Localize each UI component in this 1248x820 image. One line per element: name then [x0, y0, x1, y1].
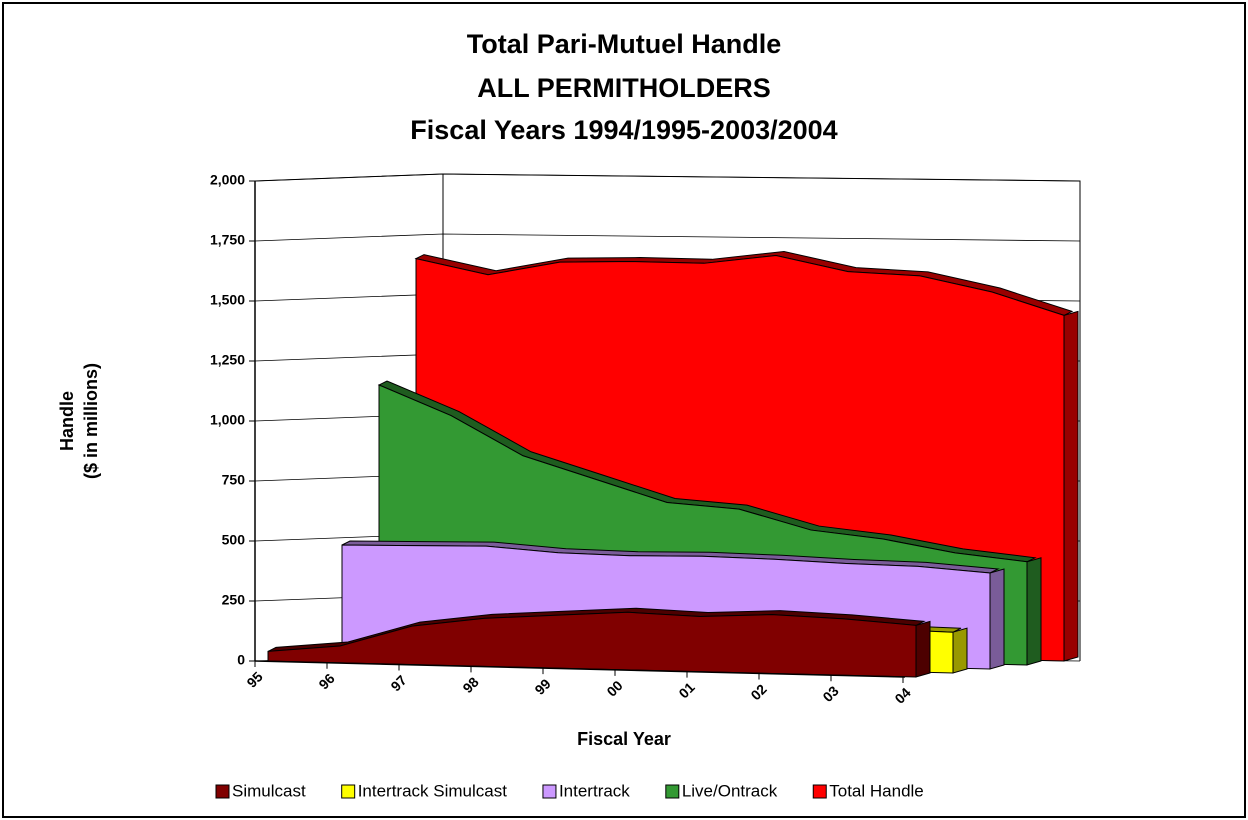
y-tick-label: 0	[237, 652, 245, 668]
chart-subtitle: Fiscal Years 1994/1995-2003/2004	[410, 115, 837, 145]
legend-swatch	[665, 784, 680, 799]
y-tick-label: 1,250	[210, 352, 245, 368]
area-side	[952, 627, 968, 674]
y-tick-label: 1,500	[210, 292, 245, 308]
y-tick-label: 1,000	[210, 412, 245, 428]
y-axis-label: Handle	[57, 391, 77, 451]
area	[267, 611, 917, 678]
y-tick-label: 250	[222, 592, 246, 608]
grid-line	[254, 233, 1081, 242]
x-axis-label: Fiscal Year	[577, 729, 671, 749]
legend-label: Simulcast	[232, 781, 306, 800]
legend-swatch	[341, 784, 356, 799]
legend-label: Intertrack Simulcast	[358, 781, 508, 800]
y-tick-label: 750	[222, 472, 246, 488]
area-side	[1063, 310, 1079, 662]
area-side	[915, 620, 931, 678]
x-axis	[254, 660, 906, 678]
grid-line	[254, 173, 1081, 182]
chart-title: Total Pari-Mutuel Handle	[467, 29, 782, 59]
area-side	[1026, 557, 1042, 666]
legend-label: Intertrack	[559, 781, 630, 800]
y-tick-label: 1,750	[210, 232, 245, 248]
chart-subtitle: ALL PERMITHOLDERS	[477, 73, 771, 103]
y-tick-label: 2,000	[210, 172, 245, 188]
y-axis-label: ($ in millions)	[81, 363, 101, 479]
area-side	[989, 568, 1005, 670]
legend-swatch	[542, 784, 557, 799]
y-tick-label: 500	[222, 532, 246, 548]
legend-swatch	[215, 784, 230, 799]
legend-label: Total Handle	[829, 781, 924, 800]
legend-swatch	[812, 784, 827, 799]
legend-label: Live/Ontrack	[682, 781, 778, 800]
